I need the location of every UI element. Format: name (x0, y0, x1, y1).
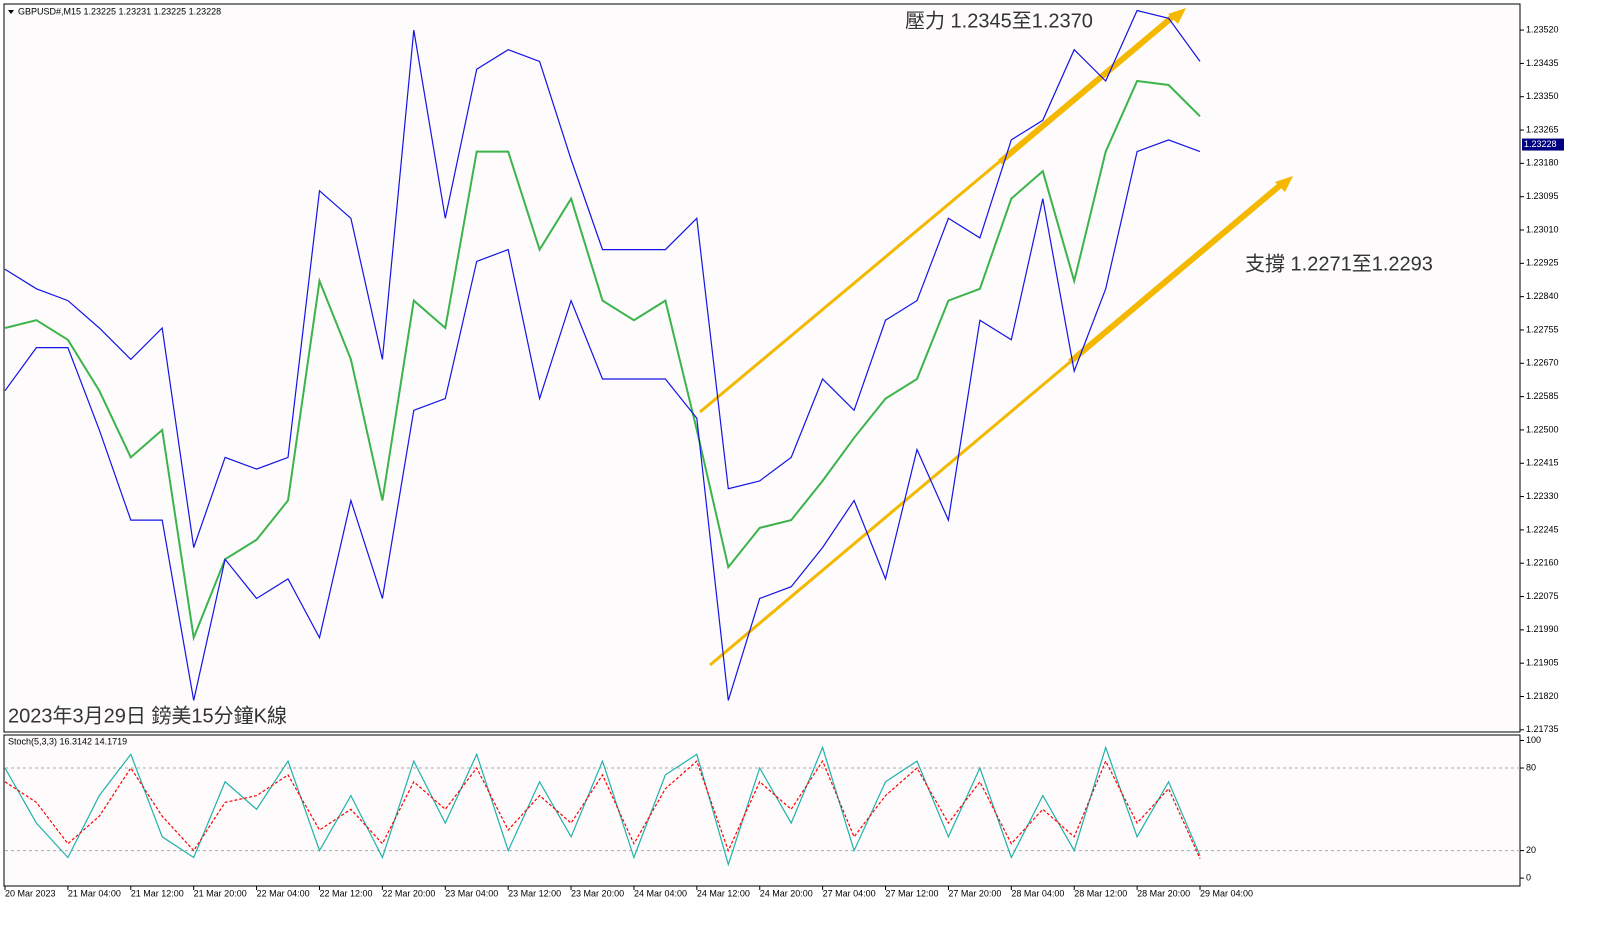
x-tick-label: 28 Mar 12:00 (1074, 888, 1127, 898)
x-tick-label: 23 Mar 12:00 (508, 888, 561, 898)
x-tick-label: 27 Mar 20:00 (948, 888, 1001, 898)
support-line-thick (1068, 179, 1286, 365)
y-tick-label: 1.22245 (1526, 524, 1559, 534)
x-tick-label: 22 Mar 12:00 (319, 888, 372, 898)
x-tick-label: 27 Mar 04:00 (823, 888, 876, 898)
x-tick-label: 22 Mar 04:00 (257, 888, 310, 898)
resistance-line-thick (998, 11, 1178, 165)
x-tick-label: 21 Mar 04:00 (68, 888, 121, 898)
y-tick-label: 80 (1526, 762, 1536, 772)
y-tick-label: 1.23095 (1526, 191, 1559, 201)
x-tick-label: 27 Mar 12:00 (886, 888, 939, 898)
y-tick-label: 1.22330 (1526, 491, 1559, 501)
y-tick-label: 1.23520 (1526, 24, 1559, 34)
x-tick-label: 23 Mar 04:00 (445, 888, 498, 898)
y-tick-label: 1.22415 (1526, 458, 1559, 468)
y-tick-label: 1.23180 (1526, 158, 1559, 168)
y-tick-label: 1.22160 (1526, 558, 1559, 568)
stoch-title: Stoch(5,3,3) 16.3142 14.1719 (8, 736, 127, 746)
x-tick-label: 21 Mar 12:00 (131, 888, 184, 898)
x-tick-label: 24 Mar 12:00 (697, 888, 750, 898)
x-tick-label: 24 Mar 20:00 (760, 888, 813, 898)
y-tick-label: 1.22670 (1526, 358, 1559, 368)
y-tick-label: 20 (1526, 845, 1536, 855)
x-tick-label: 29 Mar 04:00 (1200, 888, 1253, 898)
y-tick-label: 1.21905 (1526, 658, 1559, 668)
y-tick-label: 0 (1526, 872, 1531, 882)
x-tick-label: 21 Mar 20:00 (194, 888, 247, 898)
y-tick-label: 1.21820 (1526, 691, 1559, 701)
x-tick-label: 20 Mar 2023 (5, 888, 56, 898)
y-tick-label: 1.22925 (1526, 258, 1559, 268)
y-tick-label: 1.21735 (1526, 724, 1559, 734)
y-tick-label: 1.23435 (1526, 58, 1559, 68)
menu-triangle (8, 10, 14, 14)
y-tick-label: 1.23010 (1526, 224, 1559, 234)
series-line (4, 759, 1201, 859)
y-tick-label: 100 (1526, 735, 1541, 745)
series-line (4, 79, 1201, 642)
price-tag-label: 1.23228 (1524, 139, 1557, 149)
y-tick-label: 1.22500 (1526, 424, 1559, 434)
series-line (4, 9, 1201, 548)
y-tick-label: 1.22755 (1526, 324, 1559, 334)
arrow-head (1168, 8, 1186, 24)
y-tick-label: 1.23350 (1526, 91, 1559, 101)
y-tick-label: 1.22075 (1526, 591, 1559, 601)
x-tick-label: 22 Mar 20:00 (382, 888, 435, 898)
chart-title: GBPUSD#,M15 1.23225 1.23231 1.23225 1.23… (18, 6, 221, 16)
annotation: 支撐 1.2271至1.2293 (1245, 252, 1433, 275)
x-tick-label: 23 Mar 20:00 (571, 888, 624, 898)
annotation: 2023年3月29日 鎊美15分鐘K線 (8, 704, 287, 727)
x-tick-label: 24 Mar 04:00 (634, 888, 687, 898)
price-tag (1522, 138, 1564, 151)
stoch-panel (3, 734, 1521, 887)
arrow-head (1275, 176, 1293, 192)
channel-arrows (699, 8, 1293, 667)
y-tick-label: 1.22585 (1526, 391, 1559, 401)
price-panel (3, 3, 1521, 733)
x-tick-label: 28 Mar 20:00 (1137, 888, 1190, 898)
y-tick-label: 1.21990 (1526, 624, 1559, 634)
annotation: 壓力 1.2345至1.2370 (905, 9, 1093, 32)
y-tick-label: 1.23265 (1526, 124, 1559, 134)
series-line (4, 745, 1201, 867)
series-line (4, 139, 1201, 701)
x-tick-label: 28 Mar 04:00 (1011, 888, 1064, 898)
y-tick-label: 1.22840 (1526, 291, 1559, 301)
